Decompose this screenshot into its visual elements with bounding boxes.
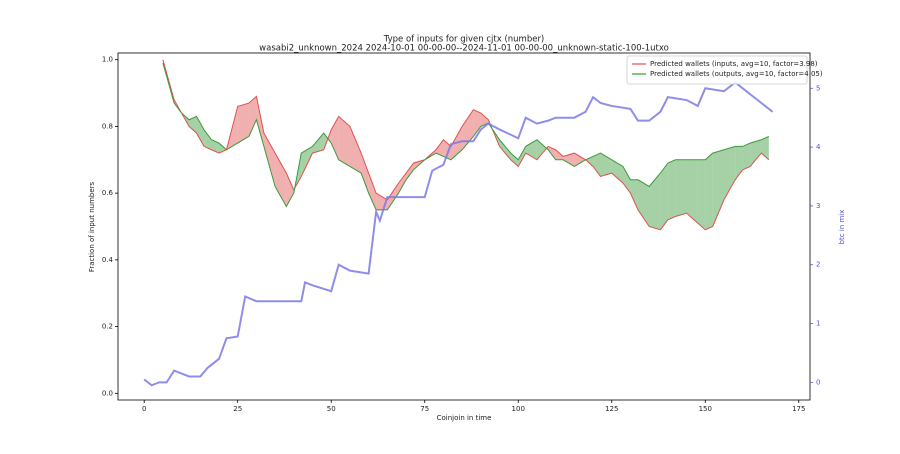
x-axis-label: Coinjoin in time bbox=[437, 414, 492, 422]
fill-between bbox=[189, 116, 197, 134]
x-tick-label: 25 bbox=[233, 405, 242, 413]
y-tick-label: 0.0 bbox=[102, 389, 113, 397]
x-tick-label: 125 bbox=[605, 405, 618, 413]
fill-between bbox=[611, 159, 623, 184]
legend-box bbox=[626, 55, 808, 85]
fill-between bbox=[473, 109, 481, 137]
fill-between bbox=[563, 153, 575, 167]
fill-between bbox=[622, 166, 631, 194]
fill-between bbox=[211, 139, 219, 154]
fill-between bbox=[256, 96, 264, 147]
y-tick-label: 0.6 bbox=[102, 189, 114, 197]
fill-between bbox=[637, 179, 650, 227]
fill-between bbox=[761, 136, 769, 160]
fill-between bbox=[275, 153, 287, 207]
y-tick-label: 0.2 bbox=[102, 323, 113, 331]
fill-between bbox=[480, 113, 489, 127]
fill-between bbox=[338, 116, 350, 167]
x-tick-label: 50 bbox=[327, 405, 336, 413]
fill-between bbox=[462, 109, 474, 150]
x-tick-label: 75 bbox=[420, 405, 429, 413]
x-tick-label: 150 bbox=[699, 405, 712, 413]
fill-between bbox=[286, 173, 294, 207]
fill-between bbox=[349, 126, 362, 174]
fill-between bbox=[361, 153, 369, 194]
y2-tick-label: 5 bbox=[816, 84, 820, 92]
fill-between bbox=[712, 149, 724, 227]
y-tick-label: 1.0 bbox=[102, 56, 113, 64]
fill-between bbox=[697, 159, 706, 230]
fill-between bbox=[301, 146, 313, 177]
y2-axis-label: btc in mix bbox=[838, 210, 846, 245]
fill-between bbox=[723, 146, 736, 200]
fill-between bbox=[660, 163, 668, 230]
chart-title: Type of inputs for given cjtx (number) bbox=[383, 35, 545, 45]
y-tick-label: 0.4 bbox=[102, 256, 114, 264]
fill-between bbox=[630, 179, 638, 210]
y-tick-label: 0.8 bbox=[102, 122, 113, 130]
fill-between bbox=[368, 173, 377, 210]
fill-between bbox=[649, 173, 661, 230]
fill-between bbox=[705, 153, 713, 230]
fill-between bbox=[750, 139, 762, 167]
fill-between bbox=[675, 159, 687, 217]
fill-between bbox=[237, 103, 249, 144]
fill-between bbox=[406, 163, 414, 180]
fill-between bbox=[248, 96, 257, 137]
series-line bbox=[143, 81, 774, 387]
fill-between bbox=[593, 153, 601, 177]
fill-between bbox=[196, 116, 205, 147]
fill-between bbox=[536, 139, 547, 160]
y-axis-label: Fraction of input numbers bbox=[88, 181, 96, 272]
chart-subtitle: wasabi2_unknown_2024 2024-10-01 00-00-00… bbox=[259, 44, 669, 54]
y2-tick-label: 4 bbox=[816, 143, 821, 151]
legend-label: Predicted wallets (inputs, avg=10, facto… bbox=[650, 60, 818, 68]
y2-tick-label: 0 bbox=[816, 378, 820, 386]
fill-between bbox=[312, 133, 324, 154]
fill-between bbox=[686, 159, 698, 224]
y2-tick-label: 2 bbox=[816, 261, 820, 269]
fill-between bbox=[443, 139, 451, 160]
y2-tick-label: 3 bbox=[816, 202, 820, 210]
x-tick-label: 100 bbox=[512, 405, 525, 413]
fill-between bbox=[574, 153, 586, 167]
fill-between bbox=[510, 153, 519, 167]
fill-between bbox=[667, 159, 676, 220]
series-line bbox=[162, 62, 770, 211]
fill-between bbox=[435, 139, 444, 157]
fill-between bbox=[518, 146, 526, 167]
fill-between bbox=[742, 143, 751, 170]
fill-between bbox=[499, 139, 511, 160]
fill-between bbox=[204, 129, 212, 150]
x-tick-label: 0 bbox=[142, 405, 146, 413]
fill-between bbox=[555, 149, 564, 160]
y2-tick-label: 1 bbox=[816, 320, 820, 328]
legend-label: Predicted wallets (outputs, avg=10, fact… bbox=[650, 70, 823, 78]
fill-between bbox=[600, 153, 612, 177]
plot-frame bbox=[117, 52, 811, 401]
fill-between bbox=[398, 173, 407, 194]
series-line bbox=[162, 59, 770, 231]
x-tick-label: 175 bbox=[792, 405, 805, 413]
fill-between bbox=[263, 133, 276, 187]
